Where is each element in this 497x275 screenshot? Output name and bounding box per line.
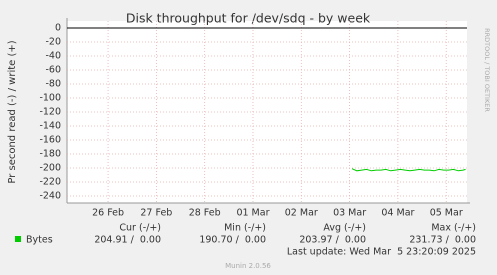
table-cell: 190.70 / 0.00	[199, 235, 266, 246]
table-cell: 203.97 / 0.00	[299, 235, 366, 246]
x-tick-label: 28 Feb	[189, 208, 221, 219]
y-tick-label: -40	[45, 51, 61, 62]
y-tick-label: -180	[39, 149, 61, 160]
y-tick-label: -60	[45, 65, 61, 76]
x-tick-label: 03 Mar	[333, 208, 366, 219]
y-tick-label: -200	[39, 163, 61, 174]
y-tick-label: -120	[39, 107, 61, 118]
table-cell: 204.91 / 0.00	[94, 235, 161, 246]
table-header: Avg (-/+)	[323, 223, 366, 234]
y-tick-label: -80	[45, 79, 61, 90]
y-tick-label: -100	[39, 93, 61, 104]
x-tick-label: 05 Mar	[430, 208, 463, 219]
y-tick-label: -160	[39, 135, 61, 146]
legend-label: Bytes	[26, 235, 53, 246]
footer: Munin 2.0.56	[225, 262, 271, 270]
x-tick-label: 01 Mar	[236, 208, 269, 219]
table-header: Min (-/+)	[224, 223, 266, 234]
table-header: Max (-/+)	[431, 223, 476, 234]
y-tick-label: -20	[45, 37, 61, 48]
chart-title: Disk throughput for /dev/sdq - by week	[126, 11, 371, 26]
y-axis-label: Pr second read (-) / write (+)	[7, 40, 18, 183]
x-tick-label: 27 Feb	[140, 208, 172, 219]
data-line	[351, 168, 466, 172]
x-tick-label: 26 Feb	[92, 208, 124, 219]
y-tick-label: -240	[39, 191, 61, 202]
y-tick-label: 0	[55, 23, 61, 34]
legend-swatch	[15, 236, 21, 242]
table-header: Cur (-/+)	[119, 223, 161, 234]
watermark: RRDTOOL / TOBI OETIKER	[483, 28, 491, 112]
x-tick-label: 02 Mar	[285, 208, 318, 219]
y-tick-label: -220	[39, 177, 61, 188]
last-update: Last update: Wed Mar 5 23:20:09 2025	[287, 247, 476, 258]
y-tick-label: -140	[39, 121, 61, 132]
x-tick-label: 04 Mar	[381, 208, 414, 219]
table-cell: 231.73 / 0.00	[409, 235, 476, 246]
